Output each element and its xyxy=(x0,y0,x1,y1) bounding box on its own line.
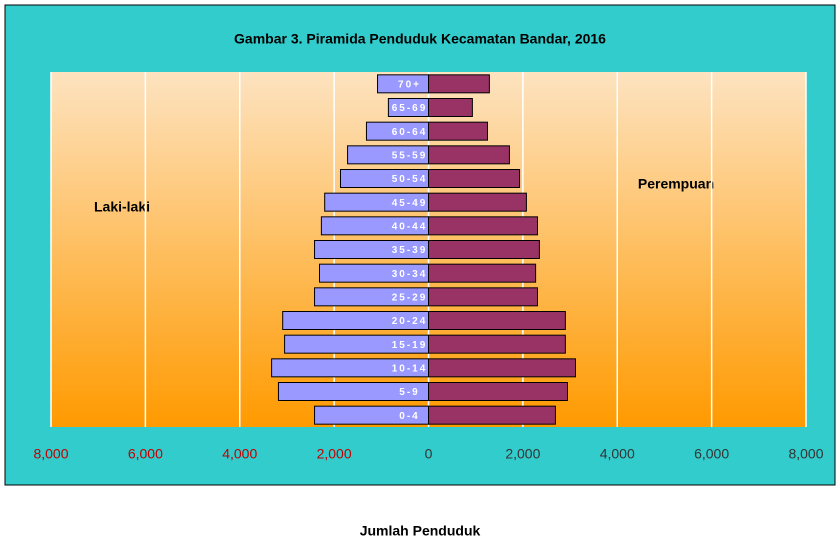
bar xyxy=(428,98,473,117)
category-label: 55-59 xyxy=(392,150,428,161)
bar xyxy=(428,334,566,354)
category-label: 20-24 xyxy=(392,316,428,327)
category-label: 65-69 xyxy=(392,103,428,114)
bar xyxy=(428,216,539,236)
x-tick-label: 2,000 xyxy=(505,446,540,462)
bar xyxy=(428,382,568,401)
bar xyxy=(428,192,527,212)
x-tick-label: 6,000 xyxy=(694,446,729,462)
category-label: 60-64 xyxy=(392,127,428,138)
category-label: 30-34 xyxy=(392,269,428,280)
bar xyxy=(428,145,510,165)
x-axis-label: Jumlah Penduduk xyxy=(360,523,481,538)
category-label: 40-44 xyxy=(392,221,428,232)
category-label: 5-9 xyxy=(399,387,419,398)
bar xyxy=(428,121,488,141)
x-tick-label: 6,000 xyxy=(128,446,163,462)
x-tick-label: 8,000 xyxy=(788,446,823,462)
x-tick-label: 4,000 xyxy=(600,446,635,462)
category-label: 50-54 xyxy=(392,174,428,185)
category-label: 25-29 xyxy=(392,292,428,303)
x-tick-label: 8,000 xyxy=(33,446,68,462)
bar xyxy=(428,74,490,94)
category-label: 70+ xyxy=(398,79,421,90)
bar xyxy=(428,287,539,307)
category-label: 45-49 xyxy=(392,198,428,209)
category-label: 0-4 xyxy=(399,411,419,422)
chart-title: Gambar 3. Piramida Penduduk Kecamatan Ba… xyxy=(234,31,606,47)
bar xyxy=(428,169,521,188)
bar xyxy=(428,311,566,330)
bar xyxy=(428,358,576,378)
bar xyxy=(428,405,556,425)
bar xyxy=(428,263,537,283)
x-tick-label: 0 xyxy=(425,446,433,462)
annotation: Perempuan xyxy=(638,176,714,192)
bar xyxy=(428,240,540,259)
x-tick-label: 4,000 xyxy=(222,446,257,462)
x-tick-label: 2,000 xyxy=(317,446,352,462)
annotation: Laki-laki xyxy=(94,199,150,215)
category-label: 35-39 xyxy=(392,245,428,256)
category-label: 15-19 xyxy=(392,340,428,351)
category-label: 10-14 xyxy=(392,363,428,374)
